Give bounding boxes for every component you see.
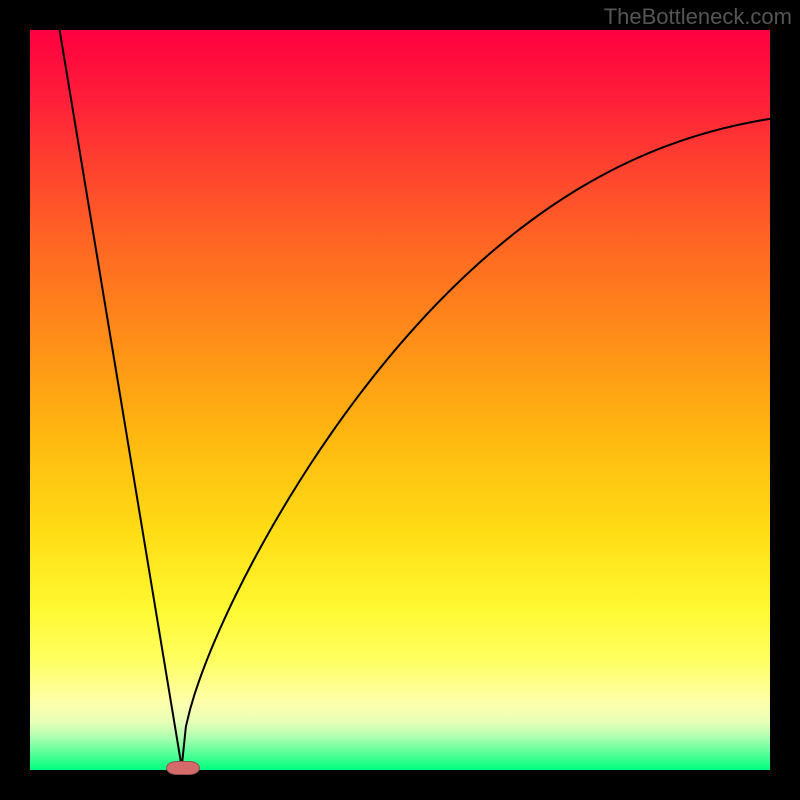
chart-container: TheBottleneck.com bbox=[0, 0, 800, 800]
watermark-text: TheBottleneck.com bbox=[604, 4, 792, 30]
bottleneck-curve bbox=[30, 30, 770, 770]
minimum-marker bbox=[166, 761, 200, 775]
